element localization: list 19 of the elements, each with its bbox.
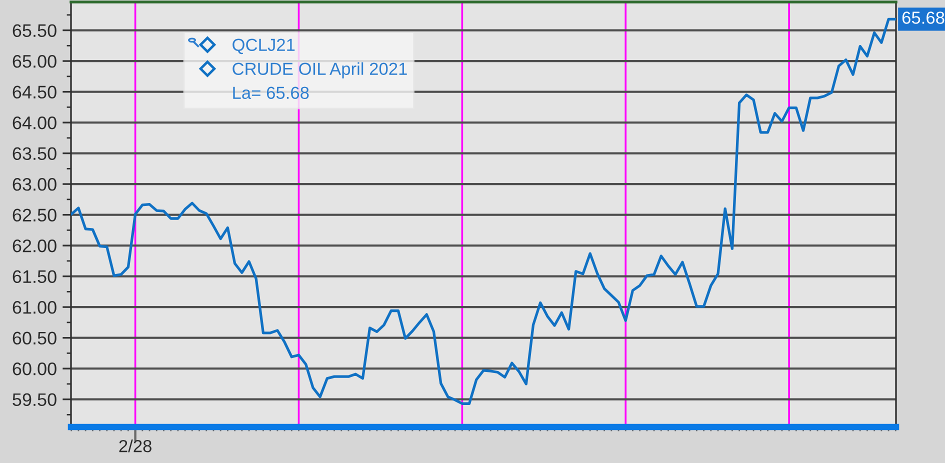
- y-tick-label: 59.50: [12, 393, 56, 406]
- y-tick-label: 64.00: [12, 116, 56, 130]
- y-tick-label: 61.00: [12, 301, 56, 314]
- annotation: La= 65.68: [233, 86, 309, 99]
- y-tick-label: 61.50: [12, 270, 56, 284]
- legend-label: CRUDE OIL April 2021: [232, 62, 407, 78]
- y-tick-label: 60.00: [12, 362, 56, 376]
- y-tick-label: 63.00: [12, 178, 56, 191]
- y-tick-label: 62.00: [12, 239, 56, 252]
- line-series: [71, 18, 896, 405]
- x-tick-label: 2/28: [119, 440, 152, 452]
- y-tick-label: 65.50: [12, 24, 56, 38]
- y-tick-label: 64.50: [12, 86, 56, 99]
- y-tick-label: 62.50: [12, 208, 56, 222]
- y-tick-label: 63.50: [12, 147, 56, 160]
- y-tick-label: 60.50: [12, 332, 56, 345]
- text: 65.68: [902, 12, 944, 24]
- text: QCLJ21: [232, 38, 295, 54]
- y-tick-label: 65.00: [12, 54, 56, 68]
